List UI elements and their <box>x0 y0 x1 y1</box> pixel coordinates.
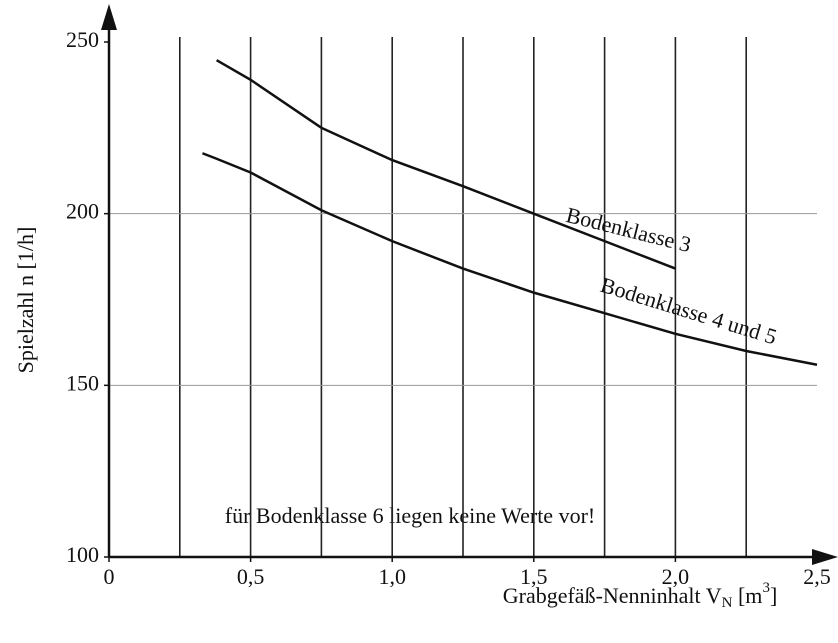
y-axis-label: Spielzahl n [1/h] <box>13 227 38 374</box>
x-tick-label: 1,5 <box>520 564 548 589</box>
x-label-main: Grabgefäß-Nenninhalt V <box>503 583 722 608</box>
y-tick-label: 150 <box>66 370 99 395</box>
series-line <box>202 152 818 366</box>
x-label-sup: 3 <box>762 580 770 596</box>
x-label-sub: N <box>722 595 733 611</box>
y-arrow <box>101 4 117 30</box>
y-tick-label: 200 <box>66 199 99 224</box>
series-label: Bodenklasse 3 <box>564 202 694 257</box>
x-tick-label: 0,5 <box>237 564 265 589</box>
x-tick-label: 0 <box>104 564 115 589</box>
x-label-end: ] <box>770 583 777 608</box>
x-axis-label: Grabgefäß-Nenninhalt VN [m3] <box>503 580 778 611</box>
annotation: für Bodenklasse 6 liegen keine Werte vor… <box>225 503 595 528</box>
series-line <box>215 59 676 270</box>
y-tick-label: 100 <box>66 542 99 567</box>
x-tick-label: 2,0 <box>662 564 690 589</box>
x-label-unit: [m <box>732 583 762 608</box>
x-arrow <box>812 549 838 565</box>
x-tick-label: 1,0 <box>378 564 406 589</box>
y-tick-label: 250 <box>66 27 99 52</box>
x-tick-label: 2,5 <box>803 564 831 589</box>
